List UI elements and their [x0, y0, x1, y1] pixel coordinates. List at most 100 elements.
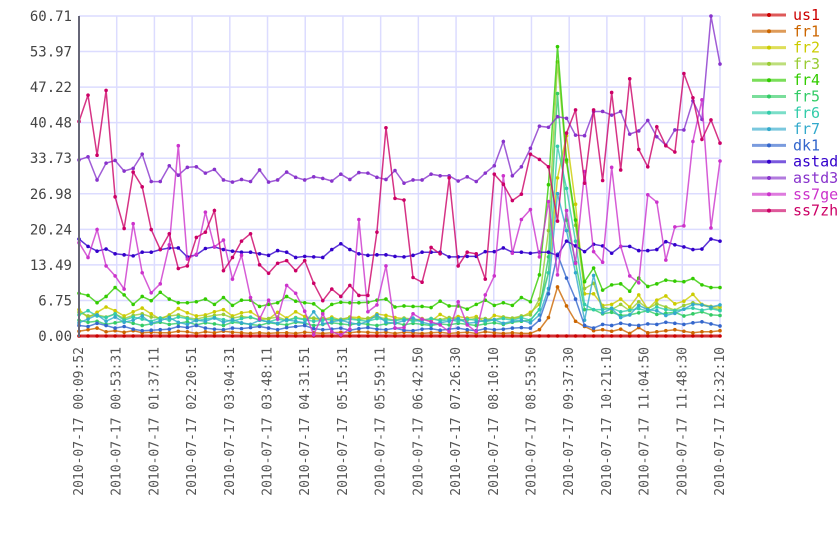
data-point-fr6: [320, 318, 325, 322]
data-point-fr1: [429, 331, 433, 335]
data-point-fr1: [664, 328, 668, 333]
data-point-us1: [230, 334, 235, 338]
data-point-astd3: [718, 62, 722, 66]
data-point-fr1: [600, 327, 605, 332]
data-point-astd3: [510, 173, 515, 178]
data-point-fr4: [645, 284, 650, 289]
data-point-fr7: [248, 322, 253, 327]
data-point-astad: [636, 248, 641, 253]
data-point-fr1: [528, 331, 533, 336]
data-point-fr2: [104, 305, 108, 309]
data-point-ss7zh: [329, 287, 334, 291]
legend-marker: [767, 176, 771, 180]
data-point-dk1: [510, 326, 515, 330]
data-point-ss7ge: [546, 199, 551, 204]
legend-label: fr5: [793, 88, 820, 106]
data-point-astad: [266, 253, 271, 258]
data-point-fr6: [104, 315, 108, 320]
data-point-astd3: [203, 171, 208, 175]
data-point-ss7ge: [284, 283, 289, 288]
data-point-dk1: [257, 324, 262, 329]
data-point-astad: [140, 250, 144, 254]
data-point-ss7ge: [194, 252, 199, 257]
data-point-fr2: [248, 309, 253, 314]
legend-label: fr4: [793, 71, 820, 89]
data-point-us1: [465, 334, 470, 338]
data-point-fr1: [546, 315, 551, 320]
data-point-fr4: [600, 288, 605, 292]
data-point-fr2: [664, 294, 668, 298]
data-point-astd3: [230, 180, 235, 184]
data-point-astd3: [284, 170, 289, 174]
data-point-dk1: [492, 327, 497, 332]
data-point-astd3: [221, 178, 226, 182]
data-point-us1: [122, 334, 126, 338]
y-tick-label: 13.49: [30, 258, 72, 274]
data-point-dk1: [212, 327, 217, 331]
data-point-ss7zh: [609, 90, 614, 95]
data-point-fr7: [275, 321, 280, 326]
data-point-fr6: [673, 308, 677, 313]
data-point-fr4: [492, 303, 497, 308]
data-point-fr1: [176, 329, 181, 334]
data-point-fr2: [673, 302, 677, 306]
data-point-ss7ge: [655, 200, 659, 204]
data-point-fr7: [555, 191, 560, 196]
data-point-astd3: [384, 177, 388, 182]
data-point-dk1: [673, 321, 677, 326]
data-point-fr4: [438, 299, 442, 304]
data-point-fr4: [122, 293, 126, 297]
data-point-fr4: [700, 283, 704, 287]
data-point-ss7zh: [320, 298, 325, 303]
data-point-fr1: [573, 319, 578, 324]
data-point-fr2: [113, 308, 117, 313]
data-point-dk1: [248, 325, 253, 330]
data-point-fr1: [691, 331, 695, 335]
series-astad: [77, 237, 722, 260]
data-point-fr4: [465, 307, 470, 311]
data-point-fr6: [591, 307, 596, 312]
data-point-ss7zh: [528, 152, 533, 156]
data-point-ss7ge: [402, 325, 406, 330]
data-point-fr1: [158, 331, 163, 335]
legend-item-fr4: fr4: [752, 71, 820, 89]
data-point-us1: [239, 334, 244, 338]
data-point-fr1: [95, 326, 99, 330]
data-point-dk1: [402, 328, 406, 333]
data-point-fr5: [167, 322, 172, 327]
data-point-fr6: [411, 319, 415, 324]
data-point-us1: [366, 334, 370, 338]
data-point-astd3: [266, 180, 271, 184]
data-point-fr7: [573, 270, 578, 275]
data-point-fr4: [573, 218, 578, 222]
data-point-us1: [664, 334, 668, 338]
series-line-ss7ge: [78, 99, 721, 337]
data-point-astad: [501, 246, 506, 250]
data-point-ss7zh: [582, 181, 587, 185]
data-point-fr2: [492, 313, 497, 318]
data-point-astad: [691, 247, 695, 252]
data-point-astad: [465, 254, 470, 259]
data-point-astad: [230, 249, 235, 253]
data-point-fr1: [366, 330, 370, 335]
x-tick-label: 2010-07-17 12:32:10: [713, 347, 728, 496]
data-point-fr1: [555, 285, 560, 289]
x-tick-label: 2010-07-17 05:59:11: [374, 347, 389, 496]
data-point-fr6: [429, 316, 433, 321]
data-point-fr1: [655, 329, 659, 334]
data-point-ss7zh: [203, 230, 208, 234]
legend-marker: [767, 208, 771, 213]
legend-marker: [767, 143, 771, 148]
data-point-fr5: [221, 323, 226, 328]
data-point-fr1: [266, 331, 271, 336]
data-point-dk1: [655, 322, 659, 327]
data-point-ss7zh: [293, 268, 298, 273]
data-point-ss7zh: [700, 137, 704, 142]
data-point-us1: [411, 334, 415, 338]
x-tick-label: 2010-07-17 10:21:10: [600, 347, 615, 496]
data-point-astd3: [519, 165, 524, 169]
data-point-ss7zh: [645, 165, 650, 169]
data-point-us1: [248, 334, 253, 338]
series-astd3: [77, 14, 722, 185]
